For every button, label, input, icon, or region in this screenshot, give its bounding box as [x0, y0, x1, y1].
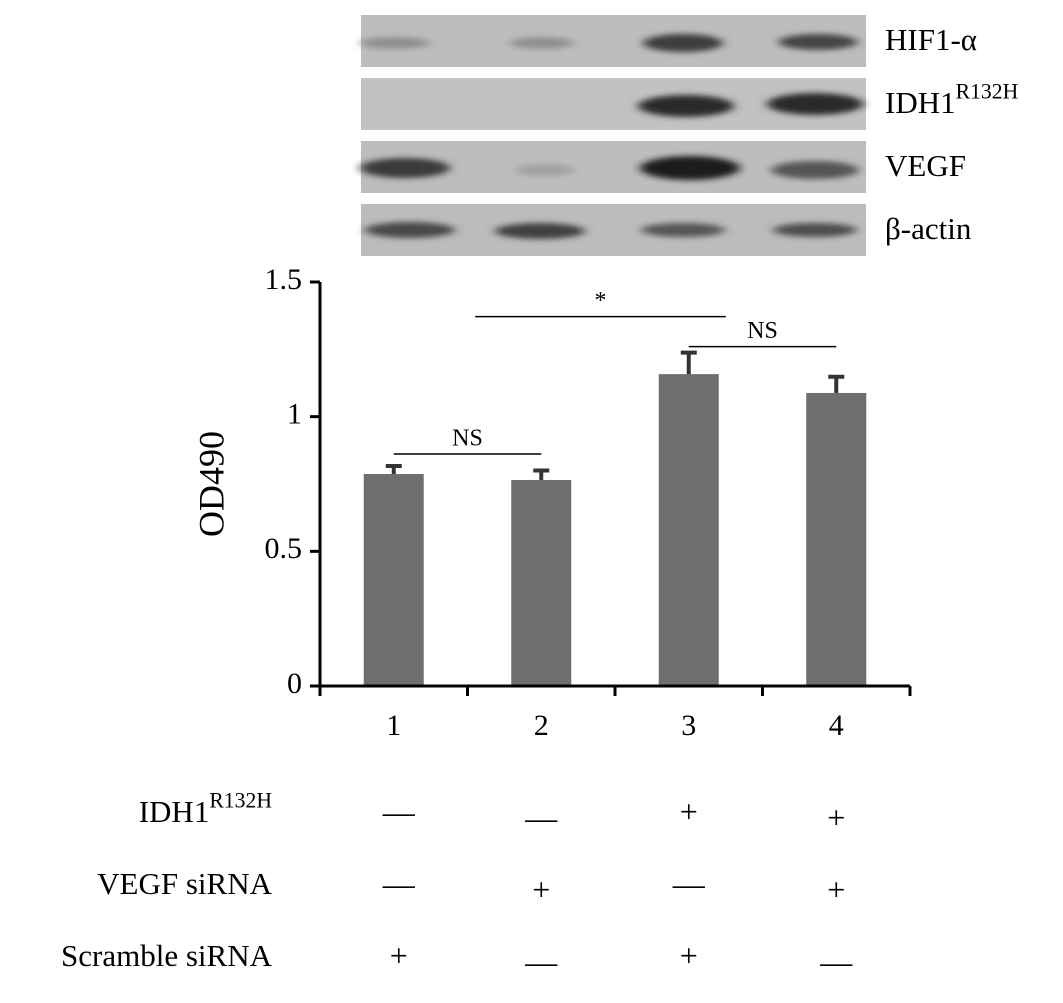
band — [643, 34, 723, 52]
bar — [806, 392, 867, 686]
band — [640, 156, 740, 180]
error-bar — [385, 463, 402, 475]
band — [638, 95, 734, 117]
label-text: HIF1-α — [885, 22, 977, 57]
x-tick-label: 1 — [386, 709, 401, 742]
significance-label: * — [595, 288, 607, 314]
condition-sign: — — [524, 943, 558, 979]
condition-sign: + — [390, 937, 408, 973]
x-tick-label: 4 — [829, 709, 844, 742]
bar — [511, 479, 572, 686]
band — [510, 37, 574, 49]
condition-label: IDH1R132H — [139, 789, 273, 830]
chart: OD490 0 0.5 1 1.5 1 2 3 4 NS * NS — [191, 263, 912, 742]
label-text: IDH1 — [139, 794, 210, 829]
condition-label: Scramble siRNA — [61, 938, 273, 973]
band — [365, 222, 455, 238]
bar — [658, 374, 719, 686]
condition-sign: + — [532, 871, 550, 907]
condition-sign: — — [524, 799, 558, 835]
condition-sign: + — [680, 937, 698, 973]
significance-label: NS — [452, 425, 483, 451]
y-tick-label: 0 — [287, 667, 302, 700]
bands — [360, 34, 863, 239]
bar — [363, 474, 424, 686]
label-text: VEGF — [885, 148, 966, 183]
band — [495, 223, 585, 239]
y-tick-label: 0.5 — [265, 532, 303, 565]
label-text: VEGF siRNA — [97, 866, 272, 901]
label-superscript: R132H — [209, 789, 272, 813]
y-tick-label: 1.5 — [265, 263, 303, 296]
label-text: Scramble siRNA — [61, 938, 273, 973]
condition-sign: + — [827, 799, 845, 835]
band — [641, 223, 725, 237]
condition-label: VEGF siRNA — [97, 866, 272, 901]
conditions-table: IDH1R132H — — + + VEGF siRNA — + — + Scramble siRN… — [61, 789, 853, 980]
blot-label: IDH1R132H — [885, 80, 1019, 121]
band — [515, 164, 575, 176]
y-axis-label: OD490 — [191, 431, 231, 537]
band — [771, 161, 859, 179]
y-tick-label: 1 — [287, 398, 302, 431]
condition-sign: — — [672, 865, 706, 901]
condition-sign: + — [680, 793, 698, 829]
condition-sign: — — [382, 793, 416, 829]
blot-label: β-actin — [885, 211, 972, 246]
label-superscript: R132H — [956, 80, 1019, 104]
error-bar — [828, 374, 845, 393]
blot-label: HIF1-α — [885, 22, 977, 57]
significance-label: NS — [747, 318, 778, 344]
band — [360, 158, 450, 178]
blot-labels: HIF1-α IDH1R132H VEGF β-actin — [885, 22, 1019, 246]
blot-label: VEGF — [885, 148, 966, 183]
error-bar — [680, 350, 697, 375]
band — [360, 37, 430, 49]
x-tick-label: 3 — [681, 709, 696, 742]
band — [773, 223, 857, 237]
condition-sign: — — [819, 943, 853, 979]
x-tick-label: 2 — [534, 709, 549, 742]
condition-sign: — — [382, 865, 416, 901]
band — [767, 93, 863, 115]
label-text: IDH1 — [885, 85, 956, 120]
condition-sign: + — [827, 871, 845, 907]
error-bar — [533, 468, 550, 480]
band — [778, 34, 858, 50]
label-text: β-actin — [885, 211, 972, 246]
western-blot — [360, 15, 866, 256]
